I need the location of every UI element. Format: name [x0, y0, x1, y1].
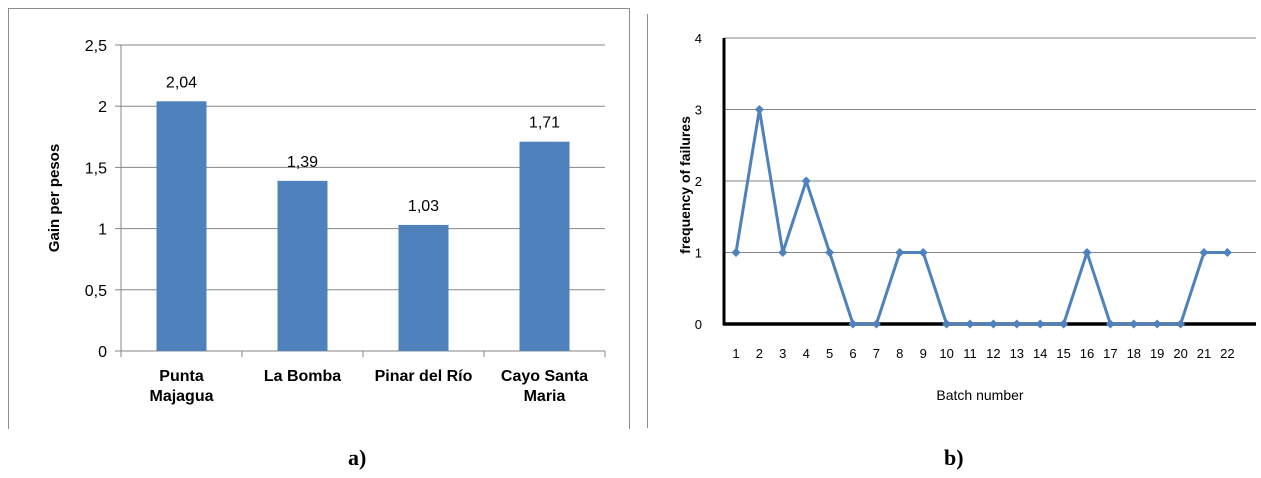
bar-data-label: 2,04 [166, 74, 197, 91]
x-tick-label: 5 [826, 346, 833, 361]
caption-b: b) [944, 445, 964, 470]
data-point-marker [871, 319, 881, 329]
y-tick-label: 2 [695, 174, 702, 189]
x-tick-label: 12 [986, 346, 1000, 361]
data-point-marker [825, 248, 835, 257]
bar [519, 141, 570, 351]
y-tick-label: 0,5 [85, 283, 107, 300]
data-point-marker [1222, 248, 1232, 257]
category-label: Pinar del Río [375, 368, 473, 385]
x-tick-label: 20 [1173, 346, 1187, 361]
x-tick-label: 22 [1220, 346, 1234, 361]
data-point-marker [988, 319, 998, 329]
x-tick-label: 9 [920, 346, 927, 361]
category-label: Majagua [149, 388, 213, 405]
data-point-marker [1012, 319, 1022, 329]
x-tick-label: 6 [849, 346, 856, 361]
x-tick-label: 15 [1056, 346, 1070, 361]
x-tick-label: 11 [963, 346, 977, 361]
x-tick-label: 3 [779, 346, 786, 361]
category-label: Maria [524, 388, 566, 405]
y-tick-label: 2 [98, 99, 107, 116]
data-point-marker [801, 176, 811, 186]
data-point-marker [1035, 319, 1045, 329]
x-tick-label: 2 [756, 346, 763, 361]
data-point-marker [965, 319, 975, 329]
data-point-marker [1059, 319, 1069, 329]
chart-b-panel: 0 1 2 3 4 1 2 3 4 5 6 7 8 9 10 11 12 13 14 15 16 17 18 19 20 21 22… [647, 14, 1261, 428]
bar [398, 224, 449, 351]
chart-a-bar: 0 0,5 1 1,5 2 2,5 2,04 Punta Majagua 1,39 La Bomba… [46, 38, 606, 405]
data-point-marker [1129, 319, 1139, 329]
y-tick-label: 4 [695, 31, 702, 46]
category-label: La Bomba [264, 368, 341, 385]
y-axis-title: Gain per pesos [46, 144, 63, 252]
x-tick-label: 7 [873, 346, 880, 361]
x-axis-title: Batch number [936, 387, 1023, 403]
x-tick-label: 10 [939, 346, 953, 361]
data-point-marker [731, 248, 741, 257]
y-tick-label: 1 [695, 246, 702, 261]
x-tick-label: 16 [1080, 346, 1094, 361]
x-tick-label: 8 [896, 346, 903, 361]
data-point-marker [1105, 319, 1115, 329]
y-tick-label: 2,5 [85, 38, 107, 55]
category-label: Punta [159, 368, 204, 385]
x-tick-label: 4 [803, 346, 810, 361]
bar-data-label: 1,71 [529, 115, 560, 132]
data-point-marker [918, 248, 928, 257]
data-point-marker [1199, 248, 1209, 257]
y-tick-label: 1 [98, 222, 107, 239]
x-tick-label: 1 [732, 346, 739, 361]
data-point-marker [895, 248, 905, 257]
data-point-marker [942, 319, 952, 329]
chart-a-panel: 0 0,5 1 1,5 2 2,5 2,04 Punta Majagua 1,39 La Bomba… [8, 8, 630, 429]
x-tick-label: 13 [1010, 346, 1024, 361]
bar [277, 180, 328, 351]
series-line [734, 108, 1228, 326]
y-tick-label: 3 [695, 103, 702, 118]
y-tick-label: 0 [695, 317, 702, 332]
x-tick-label: 14 [1033, 346, 1047, 361]
category-label: Cayo Santa [501, 368, 588, 385]
y-axis-title: frequency of failures [677, 116, 693, 254]
data-point-marker [1152, 319, 1162, 329]
bar [156, 101, 207, 351]
y-tick-label: 1,5 [85, 160, 107, 177]
x-tick-label: 18 [1127, 346, 1141, 361]
data-point-marker [1082, 248, 1092, 257]
data-point-marker [1176, 319, 1186, 329]
x-tick-label: 19 [1150, 346, 1164, 361]
y-tick-label: 0 [98, 344, 107, 361]
bar-data-label: 1,39 [287, 154, 318, 171]
x-tick-label: 21 [1197, 346, 1211, 361]
data-point-marker [848, 319, 858, 329]
data-point-marker [754, 105, 764, 114]
bar-data-label: 1,03 [408, 198, 439, 215]
data-point-marker [778, 248, 788, 257]
x-tick-label: 17 [1103, 346, 1117, 361]
caption-a: a) [348, 445, 367, 470]
